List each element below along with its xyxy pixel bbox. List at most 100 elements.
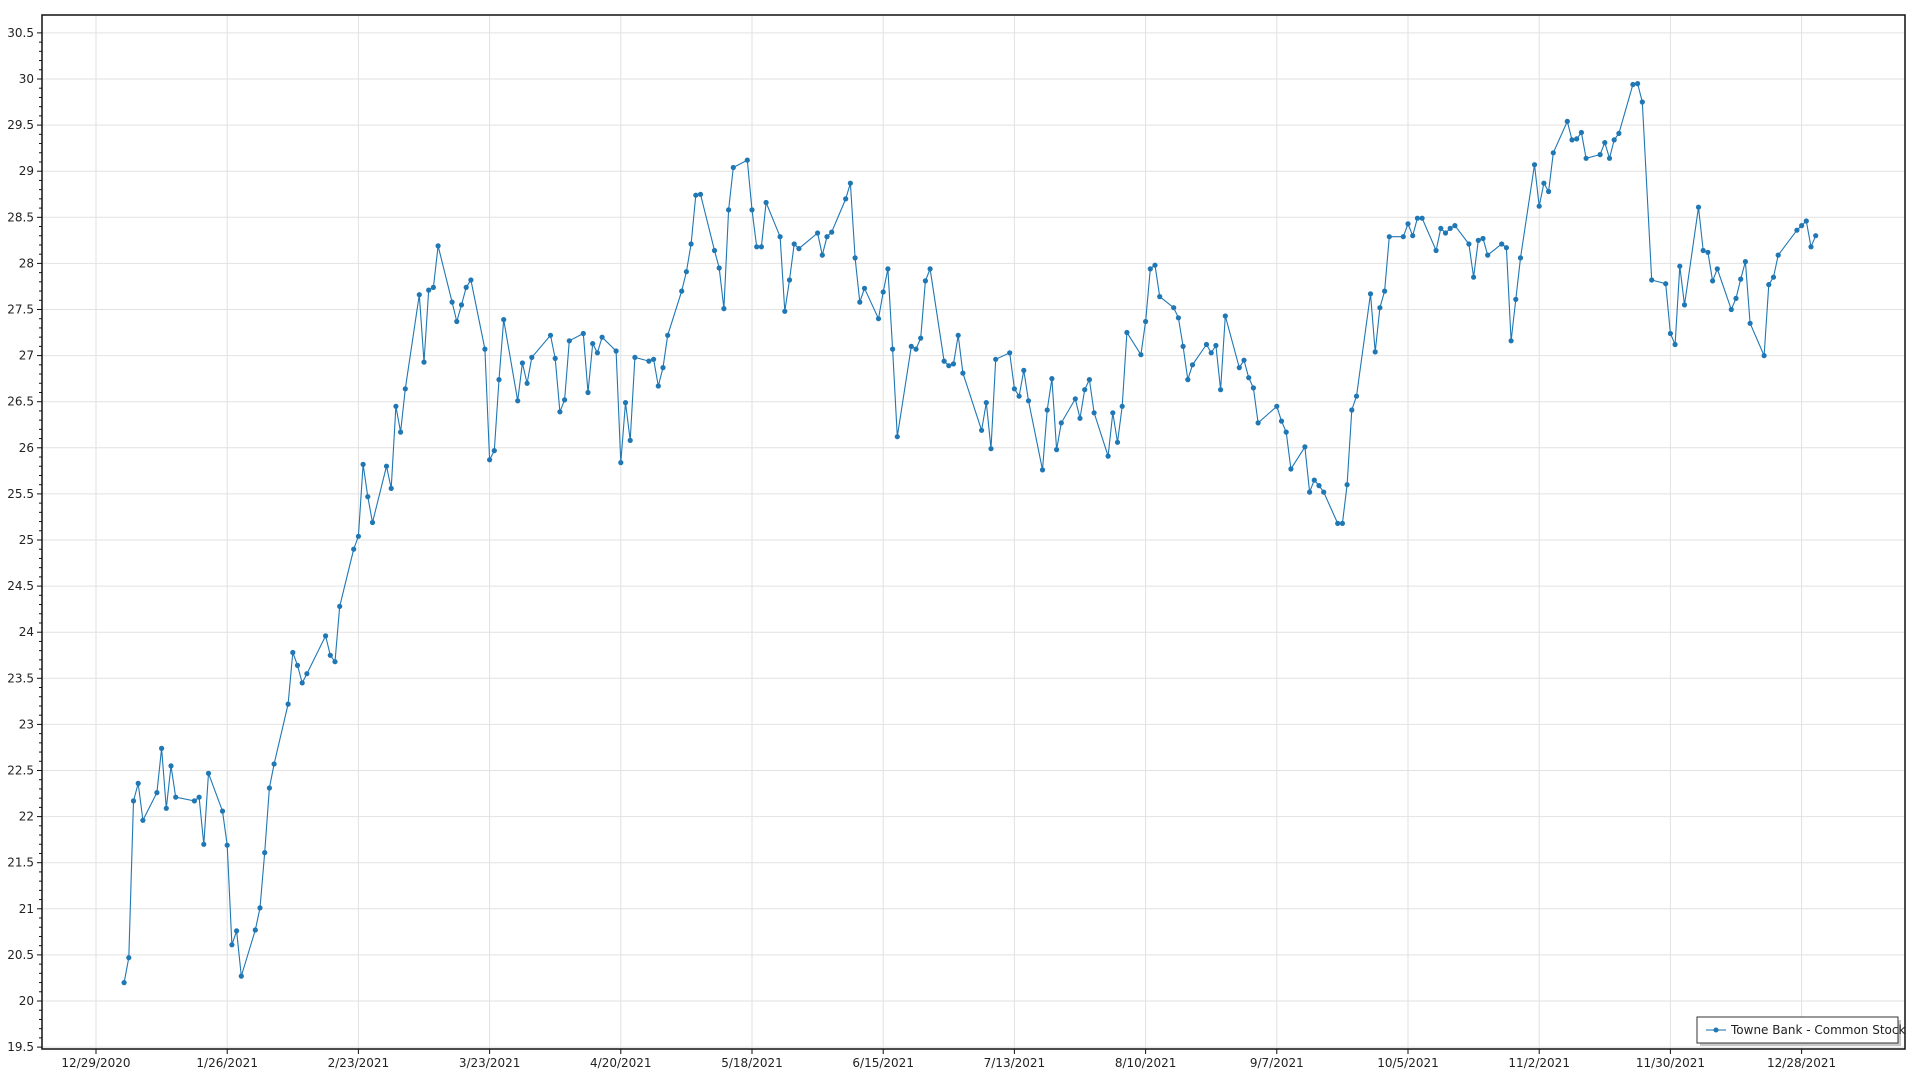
data-point: [1344, 482, 1350, 488]
data-point: [1180, 343, 1186, 349]
data-point: [1274, 403, 1280, 409]
data-point: [1044, 407, 1050, 413]
x-tick-label: 11/2/2021: [1508, 1056, 1570, 1070]
x-tick-label: 12/28/2021: [1767, 1056, 1836, 1070]
data-point: [154, 790, 160, 796]
data-point: [786, 277, 793, 283]
data-point: [693, 192, 699, 198]
data-point: [416, 292, 422, 298]
data-point: [1241, 357, 1247, 363]
data-point: [524, 380, 530, 386]
y-tick-label: 24.5: [7, 579, 34, 593]
data-point: [355, 533, 361, 539]
data-point: [1152, 262, 1158, 268]
data-point: [482, 346, 488, 352]
data-point: [1157, 294, 1163, 300]
data-point: [988, 446, 994, 452]
data-point: [1367, 291, 1374, 297]
data-point: [1630, 81, 1636, 88]
grid: [42, 15, 1905, 1049]
data-point: [819, 252, 825, 258]
data-point: [829, 229, 835, 235]
data-point: [763, 199, 769, 206]
x-tick-label: 6/15/2021: [852, 1056, 914, 1070]
data-point: [1086, 377, 1092, 383]
y-tick-label: 27.5: [7, 303, 34, 317]
data-point: [421, 359, 427, 365]
data-point: [1447, 225, 1453, 231]
data-point: [697, 191, 704, 197]
data-point: [688, 241, 694, 247]
data-point: [1011, 386, 1018, 392]
data-point: [252, 927, 258, 933]
data-point: [529, 354, 535, 360]
data-point: [627, 437, 633, 443]
data-point: [880, 289, 886, 295]
data-point: [1728, 306, 1734, 313]
y-tick-label: 20: [19, 994, 34, 1008]
data-point: [547, 332, 554, 338]
data-point: [960, 370, 966, 376]
data-point: [1761, 353, 1767, 359]
data-point: [1414, 215, 1420, 221]
data-point: [1583, 155, 1589, 161]
data-point: [946, 363, 952, 369]
data-point: [519, 360, 526, 366]
data-point: [238, 973, 244, 979]
data-point: [337, 603, 343, 610]
data-point: [552, 355, 558, 361]
data-point: [646, 358, 652, 364]
y-tick-label: 23: [19, 717, 34, 731]
data-point: [1536, 203, 1542, 209]
data-point: [1714, 266, 1720, 272]
data-point: [1175, 315, 1181, 321]
legend: Towne Bank - Common Stock: [1696, 1016, 1905, 1046]
data-point: [1672, 341, 1678, 348]
x-axis: 12/29/2020 1/26/2021 2/23/2021 3/23/2021 4/2…: [61, 1049, 1836, 1070]
data-point: [1766, 282, 1772, 288]
x-tick-label: 7/13/2021: [984, 1056, 1046, 1070]
data-point: [351, 546, 357, 552]
y-tick-label: 26: [19, 441, 34, 455]
data-point: [918, 335, 924, 341]
data-point: [890, 346, 896, 352]
data-point: [1218, 387, 1224, 393]
data-point: [749, 207, 755, 213]
data-point: [913, 346, 919, 352]
data-point: [1419, 215, 1425, 221]
data-point: [1611, 137, 1617, 143]
data-point: [730, 164, 736, 171]
data-point: [1695, 204, 1702, 210]
data-point: [126, 955, 132, 961]
x-tick-label: 8/10/2021: [1115, 1056, 1177, 1070]
data-point: [1531, 162, 1538, 168]
data-point: [332, 659, 338, 665]
data-point: [1471, 274, 1477, 280]
data-point: [1246, 375, 1252, 381]
data-point: [140, 817, 146, 823]
data-point: [468, 277, 474, 283]
data-point: [1339, 520, 1345, 527]
data-point: [1386, 234, 1392, 240]
data-point: [304, 671, 310, 677]
data-point: [726, 207, 732, 213]
data-point: [782, 308, 788, 314]
data-point: [1710, 278, 1716, 284]
data-point: [979, 427, 985, 433]
data-point: [1799, 223, 1805, 229]
data-point: [1569, 137, 1575, 143]
data-point: [285, 701, 291, 707]
data-point: [1185, 377, 1191, 383]
data-point: [1508, 338, 1514, 344]
data-point: [463, 284, 469, 290]
legend-marker-icon: [1713, 1027, 1719, 1033]
data-point: [594, 350, 601, 356]
data-point: [950, 361, 957, 367]
data-point: [294, 662, 301, 669]
data-point: [262, 850, 268, 856]
data-point: [1485, 252, 1491, 258]
x-tick-label: 10/5/2021: [1377, 1056, 1439, 1070]
data-point: [1400, 234, 1406, 240]
data-point: [585, 389, 591, 396]
data-point: [1236, 365, 1242, 371]
